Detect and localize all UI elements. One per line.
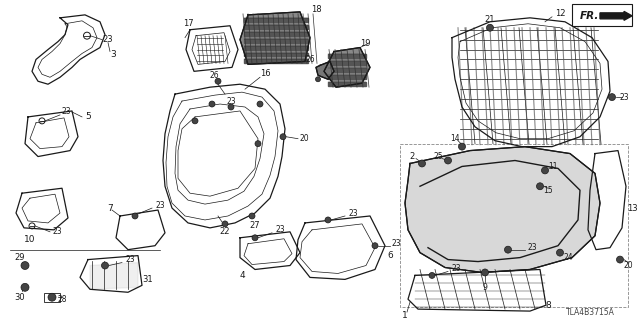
Circle shape xyxy=(132,213,138,219)
Text: 28: 28 xyxy=(57,295,67,304)
Text: 23: 23 xyxy=(155,201,165,210)
Text: 26: 26 xyxy=(305,55,315,64)
Text: 23: 23 xyxy=(451,264,461,273)
Text: 20: 20 xyxy=(623,261,633,270)
Circle shape xyxy=(325,217,331,223)
Polygon shape xyxy=(244,52,308,56)
Polygon shape xyxy=(244,39,308,43)
Text: 6: 6 xyxy=(387,251,393,260)
Text: 23: 23 xyxy=(391,239,401,248)
Polygon shape xyxy=(316,61,334,79)
Text: 22: 22 xyxy=(220,227,230,236)
Bar xyxy=(400,144,628,307)
Circle shape xyxy=(255,141,261,147)
Circle shape xyxy=(372,243,378,249)
Circle shape xyxy=(249,213,255,219)
Text: 1: 1 xyxy=(402,310,408,320)
Circle shape xyxy=(257,101,263,107)
Circle shape xyxy=(280,134,286,140)
Circle shape xyxy=(481,269,488,276)
Circle shape xyxy=(222,221,228,227)
Text: 23: 23 xyxy=(102,35,113,44)
Polygon shape xyxy=(328,75,366,79)
Circle shape xyxy=(21,261,29,269)
Polygon shape xyxy=(240,12,310,64)
Text: 10: 10 xyxy=(24,235,36,244)
Text: 14: 14 xyxy=(450,134,460,143)
Circle shape xyxy=(419,160,426,167)
Circle shape xyxy=(192,118,198,124)
Text: 23: 23 xyxy=(527,243,537,252)
Text: 15: 15 xyxy=(543,186,553,195)
Text: 23: 23 xyxy=(125,255,135,264)
Text: 3: 3 xyxy=(110,50,116,59)
Text: 31: 31 xyxy=(143,275,154,284)
Bar xyxy=(44,293,60,302)
Polygon shape xyxy=(405,147,600,272)
Text: 11: 11 xyxy=(548,162,557,171)
Text: 9: 9 xyxy=(483,283,488,292)
Polygon shape xyxy=(244,32,308,36)
Circle shape xyxy=(536,183,543,190)
Circle shape xyxy=(557,249,563,256)
Text: 29: 29 xyxy=(15,253,25,262)
Text: TLA4B3715A: TLA4B3715A xyxy=(566,308,614,316)
Circle shape xyxy=(102,262,109,269)
Text: FR.: FR. xyxy=(580,11,600,21)
Circle shape xyxy=(458,143,465,150)
Polygon shape xyxy=(324,48,370,87)
Text: 23: 23 xyxy=(348,209,358,218)
Text: 8: 8 xyxy=(545,301,551,310)
Polygon shape xyxy=(328,82,366,86)
Text: 23: 23 xyxy=(275,225,285,234)
FancyArrow shape xyxy=(600,12,632,20)
Polygon shape xyxy=(90,262,138,289)
Circle shape xyxy=(541,167,548,174)
Text: 18: 18 xyxy=(310,5,321,14)
Circle shape xyxy=(209,101,215,107)
Circle shape xyxy=(486,24,493,31)
Circle shape xyxy=(316,77,321,82)
Text: 17: 17 xyxy=(182,19,193,28)
Text: 7: 7 xyxy=(107,204,113,212)
Text: 19: 19 xyxy=(360,39,371,48)
Circle shape xyxy=(228,104,234,110)
Circle shape xyxy=(429,272,435,278)
Text: 30: 30 xyxy=(15,293,26,302)
Text: 23: 23 xyxy=(619,92,629,101)
Text: 13: 13 xyxy=(627,204,637,212)
Polygon shape xyxy=(244,25,308,29)
Text: 12: 12 xyxy=(555,9,565,18)
Polygon shape xyxy=(244,45,308,50)
Text: 21: 21 xyxy=(484,15,495,24)
Circle shape xyxy=(445,157,451,164)
Polygon shape xyxy=(244,18,308,22)
Polygon shape xyxy=(244,60,308,63)
Text: 23: 23 xyxy=(61,108,71,116)
Text: 26: 26 xyxy=(209,71,219,80)
Polygon shape xyxy=(328,54,366,59)
Circle shape xyxy=(609,94,616,100)
Text: 27: 27 xyxy=(250,221,260,230)
Text: 25: 25 xyxy=(433,152,443,161)
Text: 16: 16 xyxy=(260,69,270,78)
Text: 24: 24 xyxy=(563,253,573,262)
Text: 4: 4 xyxy=(239,271,245,280)
Circle shape xyxy=(215,78,221,84)
Circle shape xyxy=(48,293,56,301)
Circle shape xyxy=(504,246,511,253)
Text: 23: 23 xyxy=(52,227,62,236)
Text: 23: 23 xyxy=(226,97,236,106)
Circle shape xyxy=(252,235,258,241)
Text: 2: 2 xyxy=(410,152,415,161)
Polygon shape xyxy=(328,68,366,72)
Circle shape xyxy=(21,283,29,291)
Circle shape xyxy=(616,256,623,263)
Polygon shape xyxy=(328,61,366,65)
Text: 20: 20 xyxy=(299,134,309,143)
Text: 5: 5 xyxy=(85,112,91,121)
